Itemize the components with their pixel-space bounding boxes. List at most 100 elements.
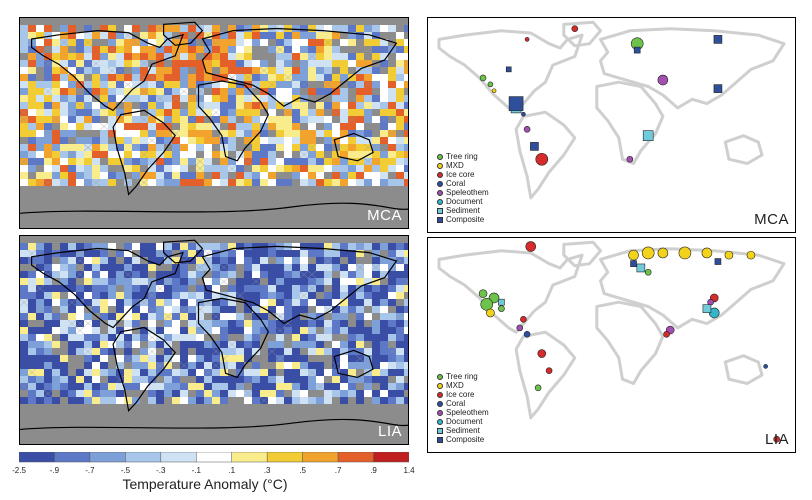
proxy-marker: [520, 316, 527, 323]
legend-swatch: [437, 391, 443, 398]
proxy-marker: [641, 246, 655, 260]
colorbar-tick: -.3: [156, 466, 166, 475]
proxy-marker: [701, 247, 713, 259]
legend-label: Tree ring: [446, 372, 478, 381]
colorbar-tick: -.5: [120, 466, 131, 475]
temperature-colorbar: [19, 452, 409, 463]
proxy-marker: [678, 246, 692, 260]
legend-item-sediment: Sediment: [437, 206, 489, 215]
proxy-marker: [628, 249, 639, 261]
proxy-marker: [478, 289, 488, 298]
colorbar-segment: [302, 452, 339, 463]
proxy-marker: [636, 263, 646, 273]
legend-label: Sediment: [446, 206, 480, 215]
coastlines: [20, 21, 408, 214]
legend-label: Document: [446, 197, 483, 206]
lia-anomaly-map: LIA: [19, 235, 409, 445]
legend-item-ice-core: Ice core: [437, 390, 489, 399]
legend-item-mxd: MXD: [437, 381, 489, 390]
proxy-marker: [535, 152, 549, 166]
legend-item-coral: Coral: [437, 179, 489, 188]
legend-label: Sediment: [446, 426, 480, 435]
proxy-marker: [525, 241, 537, 252]
legend-item-composite: Composite: [437, 435, 489, 444]
colorbar-segment: [125, 452, 162, 463]
legend-label: Ice core: [446, 390, 475, 399]
legend-item-composite: Composite: [437, 215, 489, 224]
lia-proxy-label: LIA: [764, 431, 789, 448]
proxy-marker: [626, 155, 634, 163]
legend-swatch: [437, 162, 443, 169]
legend-swatch: [437, 400, 443, 407]
legend-swatch: [437, 427, 443, 434]
legend-label: Speleothem: [446, 408, 489, 417]
proxy-marker: [633, 46, 641, 54]
colorbar-segment: [19, 452, 55, 463]
legend-label: MXD: [446, 161, 464, 170]
proxy-marker: [534, 384, 542, 392]
colorbar-tick: .3: [263, 466, 271, 475]
land-outlines: [437, 240, 786, 420]
lia-proxy-legend: Tree ring MXD Ice core Coral Speleothem Docum…: [437, 372, 489, 444]
legend-item-mxd: MXD: [437, 161, 489, 170]
legend-swatch: [437, 207, 443, 214]
proxy-marker: [523, 125, 531, 133]
proxy-marker: [491, 88, 497, 94]
legend-label: MXD: [446, 381, 464, 390]
proxy-marker: [479, 74, 487, 82]
proxy-marker: [523, 331, 531, 338]
proxy-marker: [763, 364, 768, 369]
legend-swatch: [437, 198, 443, 205]
mca-proxy-map: Tree ring MXD Ice core Coral Speleothem Docum…: [427, 17, 796, 233]
proxy-marker: [773, 435, 780, 443]
legend-swatch: [437, 171, 443, 178]
proxy-marker: [663, 331, 670, 338]
lia-proxy-svg: [437, 240, 786, 443]
legend-label: Composite: [446, 215, 485, 224]
colorbar-segment: [337, 452, 374, 463]
legend-swatch: [437, 189, 443, 196]
colorbar-tick: .5: [299, 466, 306, 475]
proxy-marker: [630, 260, 637, 267]
legend-label: Coral: [446, 179, 466, 188]
proxy-marker: [516, 324, 524, 332]
lia-anomaly-grid: [20, 236, 408, 444]
colorbar-segment: [160, 452, 197, 463]
legend-item-ice-core: Ice core: [437, 170, 489, 179]
colorbar-title: Temperature Anomaly (°C): [122, 476, 288, 492]
proxy-marker: [657, 74, 669, 86]
mca-anomaly-label: MCA: [367, 207, 402, 224]
legend-item-sediment: Sediment: [437, 426, 489, 435]
proxy-marker: [571, 25, 579, 32]
legend-item-document: Document: [437, 197, 489, 206]
proxy-marker: [498, 305, 505, 312]
proxy-marker: [657, 247, 669, 259]
legend-label: Speleothem: [446, 188, 489, 197]
legend-swatch: [437, 418, 443, 425]
colorbar-tick: -.1: [191, 466, 201, 475]
proxy-marker: [644, 268, 652, 276]
proxy-marker: [505, 66, 512, 73]
proxy-marker: [486, 308, 495, 318]
proxy-marker: [713, 84, 723, 93]
colorbar-segment: [231, 452, 268, 463]
coastlines: [20, 239, 408, 431]
legend-label: Ice core: [446, 170, 475, 179]
legend-swatch: [437, 382, 443, 389]
lia-anomaly-label: LIA: [377, 423, 402, 440]
proxy-marker: [746, 250, 756, 260]
legend-item-speleothem: Speleothem: [437, 188, 489, 197]
colorbar-tick: -.7: [85, 466, 95, 475]
proxy-marker: [545, 367, 553, 374]
legend-swatch: [437, 216, 443, 223]
proxy-marker: [707, 298, 714, 306]
colorbar-segment: [54, 452, 91, 463]
colorbar-segment: [89, 452, 126, 463]
mca-proxy-svg: [437, 20, 786, 200]
proxy-marker: [642, 130, 654, 141]
proxy-marker: [537, 349, 547, 358]
proxy-marker: [498, 298, 505, 306]
legend-swatch: [437, 373, 443, 380]
proxy-marker: [521, 112, 526, 117]
proxy-marker: [530, 142, 539, 151]
